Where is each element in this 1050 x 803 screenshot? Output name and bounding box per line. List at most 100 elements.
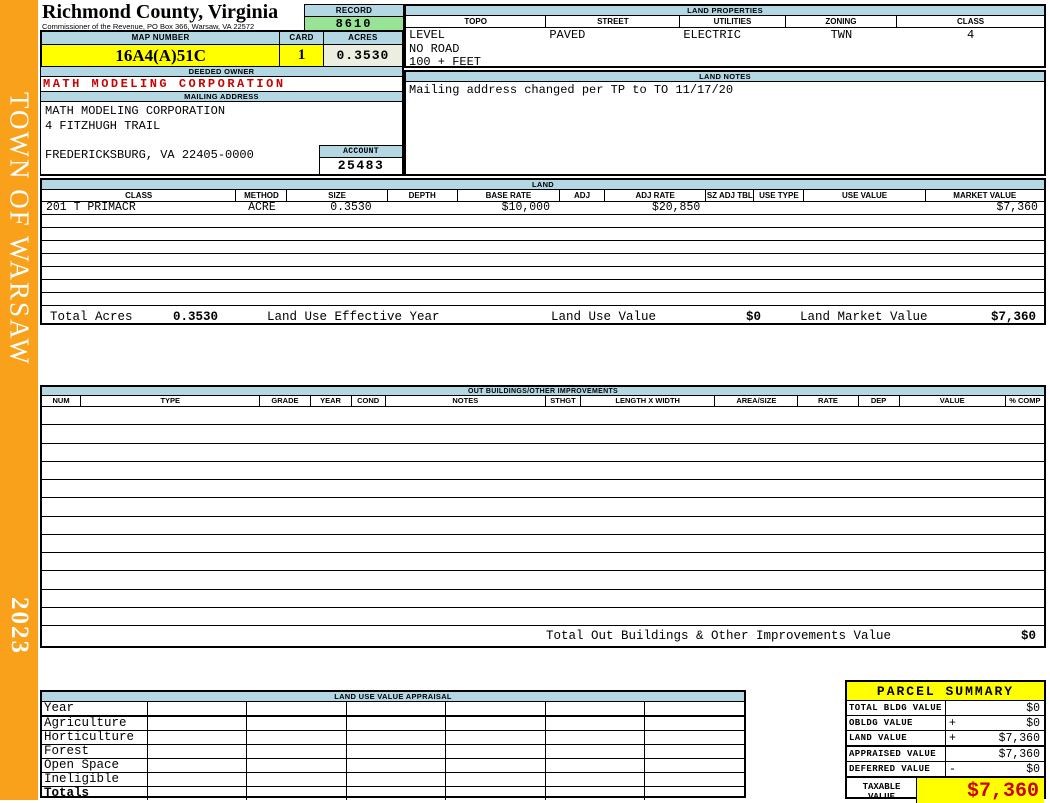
- acres-label: ACRES: [323, 32, 402, 44]
- address-line: 4 FITZHUGH TRAIL: [45, 118, 161, 133]
- parcel-summary-rows: TOTAL BLDG VALUE $0 OBLDG VALUE + $0 LAND VAL…: [847, 701, 1044, 777]
- land-column-header: SIZE: [287, 190, 388, 201]
- total-acres-value: 0.3530: [173, 310, 219, 324]
- parcel-summary-row: TOTAL BLDG VALUE $0: [847, 701, 1044, 716]
- land-column-header: ADJ: [560, 190, 606, 201]
- account-box: ACCOUNT 25483: [319, 145, 402, 174]
- land-column-header: MARKET VALUE: [953, 191, 1017, 200]
- land-column-header: DEPTH: [388, 190, 458, 201]
- appraisal-cell: [246, 745, 346, 758]
- parcel-summary-row: LAND VALUE + $7,360: [847, 731, 1044, 746]
- land-column-header: METHOD: [236, 190, 288, 201]
- land-use-appraisal-title: LAND USE VALUE APPRAISAL: [42, 692, 744, 702]
- land-cell: $10,000: [501, 202, 550, 214]
- appraisal-cell: [345, 731, 446, 744]
- appraisal-cell: [246, 702, 346, 715]
- utilities-value: ELECTRIC: [683, 28, 741, 42]
- appraisal-row: Forest: [42, 745, 744, 759]
- parcel-summary-title: PARCEL SUMMARY: [847, 682, 1044, 701]
- appraisal-row-label: Year: [44, 702, 75, 715]
- taxable-value-label: TAXABLE VALUE: [847, 778, 917, 803]
- topo-values: LEVEL NO ROAD 100 + FEET: [406, 28, 546, 70]
- out-buildings-section: OUT BUILDINGS/OTHER IMPROVEMENTS NUM TYPE…: [40, 385, 1046, 648]
- county-title: Richmond County, Virginia: [42, 1, 279, 23]
- appraisal-row-label: Agriculture: [44, 717, 127, 730]
- land-properties-column-header: ZONING: [786, 16, 898, 27]
- parcel-summary-row: DEFERRED VALUE - $0: [847, 762, 1044, 777]
- land-empty-row: [42, 228, 1044, 241]
- land-properties-column-header: TOPO: [406, 16, 547, 27]
- record-label: RECORD: [305, 5, 403, 17]
- land-cell: [388, 202, 458, 214]
- mailing-address-label: MAILING ADDRESS: [41, 92, 402, 102]
- out-buildings-column-header: STHGT: [546, 396, 582, 406]
- topo-value-line: 100 + FEET: [409, 55, 482, 69]
- land-column-header: USE VALUE: [804, 190, 926, 201]
- out-buildings-empty-row: [42, 553, 1044, 572]
- land-properties-section: LAND PROPERTIES TOPO STREET UTILITIES ZONIN…: [404, 4, 1046, 70]
- appraisal-cell: [644, 759, 744, 772]
- appraisal-row-label: Open Space: [44, 759, 120, 772]
- address-line: FREDERICKSBURG, VA 22405-0000: [45, 147, 254, 162]
- out-buildings-empty-row: [42, 444, 1044, 462]
- out-buildings-total-row: Total Out Buildings & Other Improvements…: [42, 626, 1044, 646]
- land-empty-row: [42, 241, 1044, 254]
- appraisal-cell: [644, 731, 744, 744]
- land-cell: $20,850: [651, 202, 701, 214]
- appraisal-cell: [146, 787, 247, 800]
- land-section: LAND CLASS METHOD SIZE DEPTH BASE RATE ADJ ADJ…: [40, 178, 1046, 325]
- record-value: 8610: [305, 17, 403, 31]
- topo-value-line: LEVEL: [409, 28, 446, 42]
- out-buildings-column-header: VALUE: [900, 396, 1006, 406]
- appraisal-cell: [146, 731, 247, 744]
- topo-value-line: NO ROAD: [409, 41, 460, 56]
- deeded-owner-label: DEEDED OWNER: [41, 67, 402, 77]
- appraisal-cell: [445, 731, 545, 744]
- appraisal-cell: [246, 759, 346, 772]
- land-column-header: SZ ADJ TBL: [706, 190, 755, 201]
- parcel-summary-value: $0: [1026, 717, 1040, 730]
- parcel-summary-row-value: $0: [946, 701, 1044, 715]
- out-buildings-empty-row: [42, 571, 1044, 590]
- appraisal-cell: [445, 745, 545, 758]
- appraisal-cell: [544, 745, 645, 758]
- parcel-summary-row-value: + $0: [946, 716, 1044, 730]
- parcel-summary-row-label: DEFERRED VALUE: [847, 762, 946, 776]
- out-buildings-total-label: Total Out Buildings & Other Improvements…: [546, 629, 892, 643]
- appraisal-cell: [644, 773, 744, 786]
- out-buildings-empty-row: [42, 462, 1044, 480]
- appraisal-cell: [644, 717, 744, 730]
- tax-year: 2023: [6, 597, 33, 655]
- parcel-summary-operator: -: [949, 763, 956, 776]
- map-grid-header-row: MAP NUMBER CARD ACRES: [42, 32, 402, 45]
- parcel-summary-operator: +: [949, 717, 956, 730]
- out-buildings-empty-row: [42, 425, 1044, 444]
- appraisal-cell: [544, 702, 645, 715]
- out-buildings-empty-row: [42, 590, 1044, 608]
- map-number-label: MAP NUMBER: [42, 32, 281, 44]
- land-use-appraisal-section: LAND USE VALUE APPRAISAL Year Agriculture…: [40, 690, 746, 800]
- zoning-value: TWN: [830, 28, 853, 42]
- appraisal-cell: [445, 773, 545, 786]
- appraisal-cell: [644, 787, 744, 800]
- out-buildings-column-header: RATE: [798, 396, 859, 406]
- appraisal-row-label: Horticulture: [44, 731, 135, 744]
- land-column-header: BASE RATE: [458, 190, 560, 201]
- appraisal-cell: [445, 787, 545, 800]
- land-header-row: CLASS METHOD SIZE DEPTH BASE RATE ADJ ADJ RATE…: [42, 190, 1044, 202]
- out-buildings-empty-row: [42, 498, 1044, 517]
- mailing-address: MATH MODELING CORPORATION 4 FITZHUGH TRAI…: [41, 102, 402, 174]
- land-notes-text: Mailing address changed per TP to TO 11/…: [409, 83, 734, 97]
- out-buildings-total-value: $0: [1020, 629, 1036, 643]
- deeded-owner-name: MATH MODELING CORPORATION: [41, 77, 402, 92]
- appraisal-cell: [644, 745, 744, 758]
- appraisal-cell: [445, 717, 545, 730]
- sidebar: TOWN OF WARSAW 2023: [0, 0, 38, 800]
- parcel-summary-row: OBLDG VALUE + $0: [847, 716, 1044, 731]
- address-line: MATH MODELING CORPORATION: [45, 104, 226, 118]
- owner-section: DEEDED OWNER MATH MODELING CORPORATION M…: [40, 66, 404, 176]
- address-lines: MATH MODELING CORPORATION 4 FITZHUGH TRAI…: [45, 104, 402, 162]
- parcel-summary-row-value: - $0: [946, 762, 1044, 776]
- out-buildings-column-header: DEP: [859, 396, 900, 406]
- land-properties-title: LAND PROPERTIES: [406, 6, 1044, 16]
